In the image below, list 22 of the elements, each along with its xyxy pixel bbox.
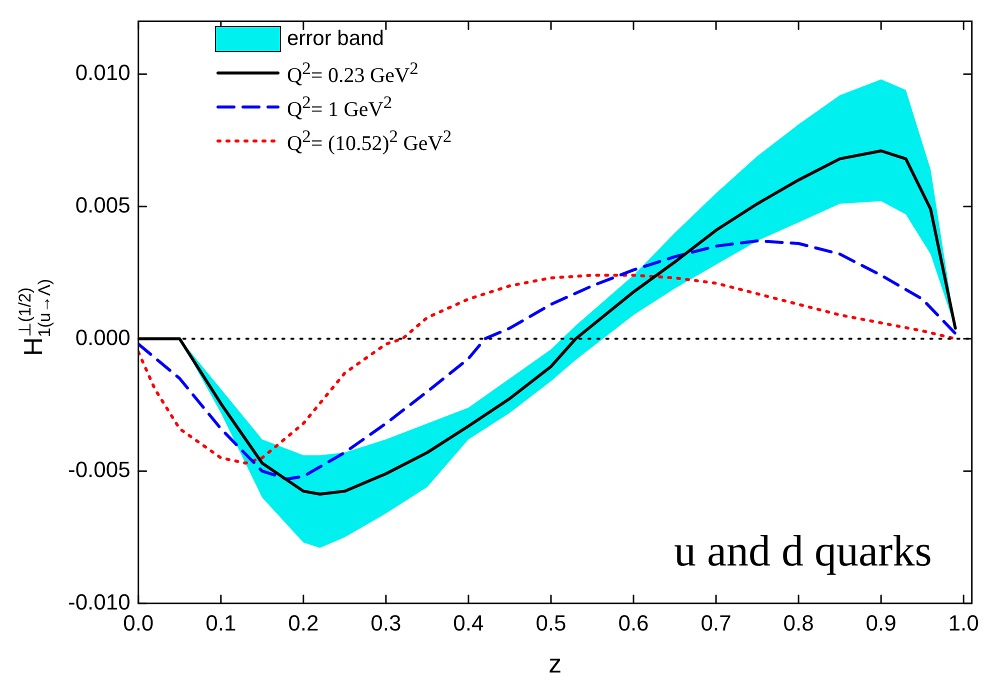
legend-label: Q$^{2}$= (10.52)$^{2}$ GeV$^{2}$ [287,126,452,156]
x-tick-label: 0.8 [783,610,814,636]
x-tick-label: 0.6 [618,610,649,636]
y-tick-label: 0.005 [75,192,130,218]
x-axis-title: z [548,648,562,679]
x-tick-label: 0.1 [206,610,236,636]
y-tick-label: -0.005 [68,457,130,482]
y-tick-label: 0.010 [75,60,130,86]
legend-title: error band [287,27,384,51]
x-tick-label: 0.4 [453,610,484,636]
y-axis-title: H1(u→Λ)⊥(1/2) [15,278,54,356]
x-tick-label: 0.9 [866,610,896,636]
x-tick-label: 0.5 [536,610,566,636]
y-tick-label: 0.000 [75,324,130,350]
legend-label: Q$^{2}$= 0.23 GeV$^{2}$ [287,58,418,88]
annotation: u and d quarks [674,526,932,576]
x-tick-label: 0.7 [700,610,732,636]
x-tick-label: 0.2 [288,610,319,636]
x-tick-label: 1.0 [948,610,979,636]
x-tick-label: 0.3 [370,610,402,636]
legend-label: Q$^{2}$= 1 GeV$^{2}$ [287,92,392,122]
line-series [138,239,957,481]
